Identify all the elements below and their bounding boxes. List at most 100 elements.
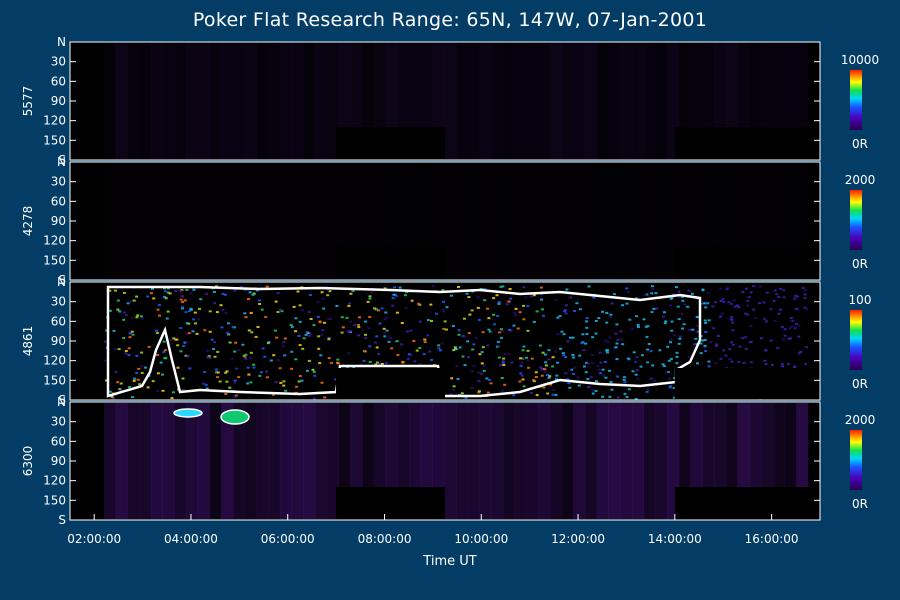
panel-4861-emission-pixel [364, 337, 368, 340]
panel-4861-emission-pixel [340, 331, 344, 334]
panel-4861-emission-pixel [521, 349, 525, 352]
panel-4861-emission-pixel [247, 298, 250, 300]
panel-6300-emission-column [174, 403, 187, 519]
panel-4861-emission-pixel [653, 380, 657, 382]
panel-4861-emission-pixel [422, 353, 426, 356]
panel-4861-emission-pixel [318, 362, 322, 365]
panel-4861-emission-pixel [265, 370, 269, 373]
panel-5577-emission-column [174, 43, 187, 159]
panel-4861-emission-pixel [353, 323, 357, 326]
panel-4861-emission-pixel [164, 357, 168, 360]
panel-4861-emission-pixel [443, 320, 447, 323]
panel-4861-emission-pixel [137, 367, 141, 370]
panel-4861-emission-pixel [631, 327, 635, 330]
panel-4861-emission-pixel [124, 350, 128, 352]
panel-4861-emission-pixel [577, 384, 581, 387]
panel-4861-emission-pixel [522, 385, 526, 388]
panel-4861-emission-pixel [368, 295, 372, 298]
panel-4861-emission-pixel [335, 305, 339, 307]
y-tick-label: 90 [51, 94, 66, 108]
panel-4861-emission-pixel [458, 346, 462, 349]
panel-4861-emission-pixel [264, 315, 268, 318]
panel-4861-emission-pixel [519, 364, 523, 367]
panel-4861-emission-pixel [670, 320, 674, 323]
panel-4861-emission-pixel [532, 294, 536, 297]
panel-6300-emission-column [573, 403, 586, 519]
panel-4861-emission-pixel [224, 311, 228, 314]
colorbar-max-label: 100 [849, 293, 872, 307]
panel-4861-emission-pixel [243, 355, 247, 358]
panel-4861-emission-pixel [449, 294, 453, 297]
panel-4861-emission-pixel [704, 350, 708, 353]
panel-4861-emission-pixel [500, 377, 504, 379]
panel-4861-emission-pixel [730, 315, 734, 318]
panel-4861-emission-pixel [744, 347, 748, 350]
panel-4861-emission-pixel [305, 331, 309, 334]
panel-4861-emission-pixel [298, 375, 302, 377]
panel-4861-emission-pixel [619, 330, 623, 333]
panel-4861-emission-pixel [769, 339, 773, 342]
panel-6300-emission-column [103, 403, 117, 519]
panel-4861-emission-pixel [571, 336, 575, 339]
panel-4861-emission-pixel [529, 295, 533, 298]
panel-4861-emission-pixel [696, 330, 700, 333]
panel-4861-emission-pixel [559, 347, 563, 350]
panel-4861-emission-pixel [279, 381, 283, 384]
panel-4861-emission-pixel [112, 397, 115, 400]
panel-4861-emission-pixel [445, 328, 448, 331]
panel-4861-emission-pixel [297, 335, 301, 337]
panel-4861-emission-pixel [608, 395, 612, 398]
panel-4861-emission-pixel [462, 317, 466, 320]
panel-4861-emission-pixel [395, 340, 399, 343]
panel-4861-emission-pixel [246, 366, 250, 369]
panel-4278-data-gap [674, 247, 820, 279]
panel-4861-emission-pixel [492, 313, 495, 316]
panel-4861-emission-pixel [668, 377, 671, 380]
panel-4861-emission-pixel [547, 358, 551, 361]
panel-4861-emission-pixel [406, 357, 410, 360]
panel-4861-emission-pixel [487, 378, 491, 381]
panel-4861-emission-pixel [681, 327, 684, 330]
panel-4861-emission-pixel [792, 366, 796, 369]
panel-4861-emission-pixel [546, 392, 550, 395]
panel-4278-emission-column [268, 163, 281, 279]
panel-4861-emission-pixel [529, 391, 533, 394]
panel-4861-emission-pixel [418, 363, 422, 366]
panel-5577-emission-column [596, 43, 609, 159]
panel-4861-emission-pixel [781, 365, 785, 368]
panel-4861-emission-pixel [348, 330, 352, 332]
panel-4861-emission-pixel [602, 374, 606, 377]
panel-4861-emission-pixel [118, 310, 122, 313]
panel-4861-emission-pixel [635, 315, 639, 318]
panel-4861-emission-pixel [449, 393, 453, 396]
panel-4861-emission-pixel [741, 337, 744, 340]
panel-4861-emission-pixel [773, 319, 777, 322]
panel-4861-emission-pixel [501, 330, 505, 333]
panel-4861-emission-pixel [649, 350, 653, 353]
panel-4861-emission-pixel [555, 374, 559, 377]
panel-4861-emission-pixel [202, 382, 205, 385]
panel-4861-emission-pixel [122, 291, 126, 294]
panel-4861-emission-pixel [719, 287, 723, 290]
panel-4861-emission-pixel [497, 301, 501, 303]
panel-4861-emission-pixel [482, 369, 486, 372]
panel-4861-emission-pixel [192, 288, 196, 291]
panel-6300-emission-column [643, 403, 656, 519]
panel-4861-emission-pixel [158, 314, 161, 317]
panel-4861-emission-pixel [622, 376, 626, 379]
panel-4861-emission-pixel [527, 366, 530, 369]
chart-title: Poker Flat Research Range: 65N, 147W, 07… [192, 9, 708, 31]
panel-4861-emission-pixel [797, 335, 801, 338]
panel-4861-emission-pixel [430, 320, 433, 322]
panel-6300-emission-column [221, 403, 234, 519]
panel-4861-emission-pixel [216, 371, 220, 374]
panel-4861-emission-pixel [499, 285, 503, 288]
x-tick-label: 16:00:00 [745, 532, 799, 546]
panel-4861-emission-pixel [131, 333, 135, 336]
panel-4861-emission-pixel [605, 312, 609, 314]
panel-4861-emission-pixel [132, 379, 136, 382]
panel-4861-emission-pixel [151, 380, 155, 383]
panel-4861-emission-pixel [470, 309, 474, 312]
panel-4861-emission-pixel [181, 295, 185, 298]
panel-6300-emission-column [139, 403, 152, 519]
